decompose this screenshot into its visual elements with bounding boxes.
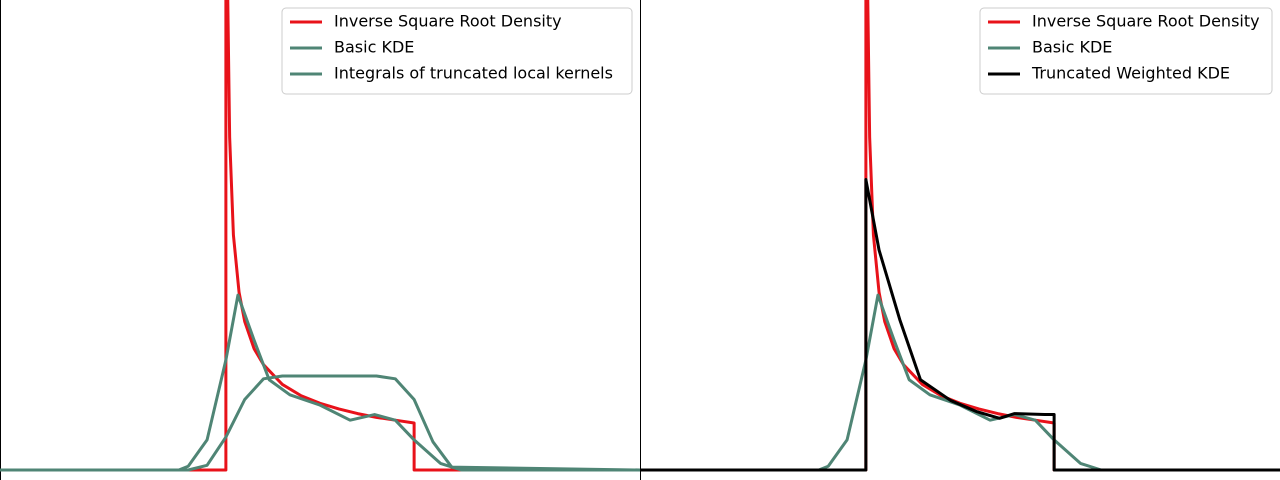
legend-label: Integrals of truncated local kernels (334, 64, 613, 83)
legend-label: Truncated Weighted KDE (1031, 64, 1230, 83)
legend-label: Basic KDE (334, 38, 414, 57)
plot-area (640, 0, 1280, 472)
legend-label: Basic KDE (1032, 38, 1112, 57)
line-series (640, 293, 1280, 472)
line-series (640, 178, 1280, 472)
legend: Inverse Square Root Density Basic KDE Inte… (281, 7, 633, 95)
legend-label: Inverse Square Root Density (1032, 12, 1260, 31)
line-series (0, 374, 640, 472)
legend-box (281, 7, 633, 95)
legend-label: Inverse Square Root Density (334, 12, 562, 31)
legend-box (979, 7, 1273, 95)
legend: Inverse Square Root Density Basic KDE Trun… (979, 7, 1273, 95)
plot-area (0, 0, 640, 472)
line-series (0, 293, 640, 472)
